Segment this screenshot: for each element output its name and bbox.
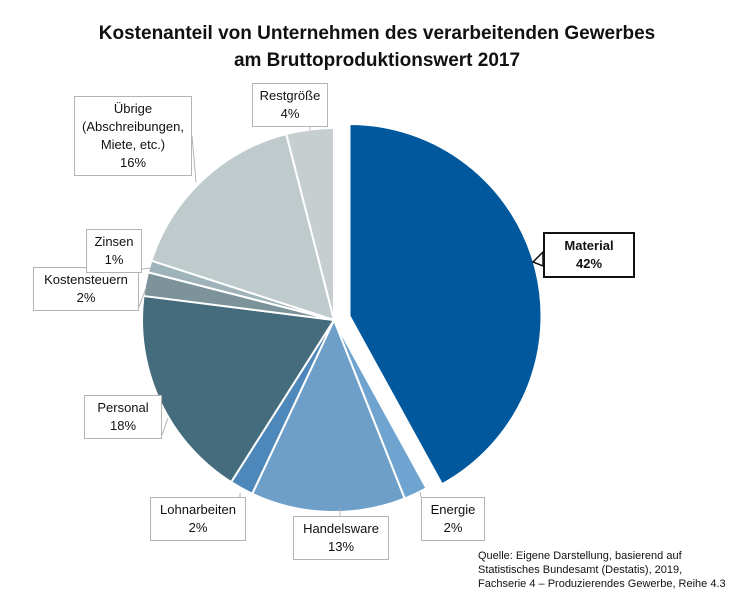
source-line-3: Fachserie 4 – Produzierendes Gewerbe, Re… [478,578,726,590]
chart-title-line-1: Kostenanteil von Unternehmen des verarbe… [98,23,656,44]
pie-slice-handelsware [250,317,406,513]
leader-line [141,267,153,270]
pie-slice-material [348,123,543,486]
leader-line [138,287,147,308]
slice-label-value: 18% [109,418,137,433]
slice-label: Kostensteuern 2% [33,267,139,311]
slice-label-value: 16% [119,155,147,170]
slice-label-value: 2% [188,520,208,535]
slice-label-value: 2% [443,520,463,535]
slice-label-name: Kostensteuern [44,272,128,287]
slice-label-name: Restgröße [259,88,321,103]
slice-label-name: Miete, etc.) [100,137,166,152]
slice-label: Restgröße 4% [252,83,328,127]
slice-label-name: Energie [430,502,476,517]
slice-label: Personal 18% [84,395,162,439]
slice-label: Energie 2% [421,497,485,541]
slice-label-value: 1% [104,252,124,267]
slice-label-name: Handelsware [303,521,379,536]
source-line-2: Statistisches Bundesamt (Destatis), 2019… [478,564,683,576]
source-line-1: Quelle: Eigene Darstellung, basierend au… [478,550,682,562]
slice-label-name: Zinsen [94,234,134,249]
leader-line [161,417,169,436]
slice-label-value: 2% [76,290,96,305]
slice-label-name: Personal [97,400,149,415]
slice-label-value: 13% [327,539,355,554]
leader-line [191,135,197,183]
slice-label: Material 42% [543,232,635,278]
slice-label-name: (Abschreibungen, [82,119,184,134]
slice-label-name: Übrige [113,101,153,116]
slice-label: Handelsware 13% [293,516,389,560]
slice-label: Lohnarbeiten 2% [150,497,246,541]
slice-label-value: 4% [280,106,300,121]
slice-label-name: Material [564,238,614,253]
slice-label-value: 42% [575,256,603,271]
pie-slice-übrige [150,132,336,322]
source-note: Quelle: Eigene Darstellung, basierend au… [478,549,726,591]
leader-line [419,491,422,498]
slice-label: Übrige (Abschreibungen, Miete, etc.) 16% [74,96,192,176]
chart-title-line-2: am Bruttoproduktionswert 2017 [233,50,521,71]
slice-label-name: Lohnarbeiten [160,502,236,517]
slice-label: Zinsen 1% [86,229,142,273]
chart-title: Kostenanteil von Unternehmen des verarbe… [0,20,754,74]
